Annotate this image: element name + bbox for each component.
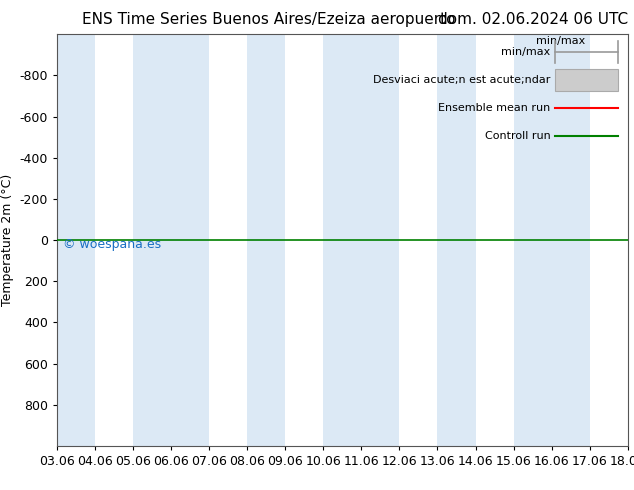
Bar: [285, 34, 323, 446]
Bar: [95, 34, 133, 446]
Bar: [209, 34, 247, 446]
Text: © woespana.es: © woespana.es: [63, 238, 161, 251]
Text: min/max: min/max: [536, 36, 585, 47]
Text: dom. 02.06.2024 06 UTC: dom. 02.06.2024 06 UTC: [437, 12, 628, 27]
Bar: [590, 34, 628, 446]
Text: ENS Time Series Buenos Aires/Ezeiza aeropuerto: ENS Time Series Buenos Aires/Ezeiza aero…: [82, 12, 456, 27]
Bar: [476, 34, 514, 446]
Bar: [399, 34, 437, 446]
Y-axis label: Temperature 2m (°C): Temperature 2m (°C): [1, 174, 14, 306]
